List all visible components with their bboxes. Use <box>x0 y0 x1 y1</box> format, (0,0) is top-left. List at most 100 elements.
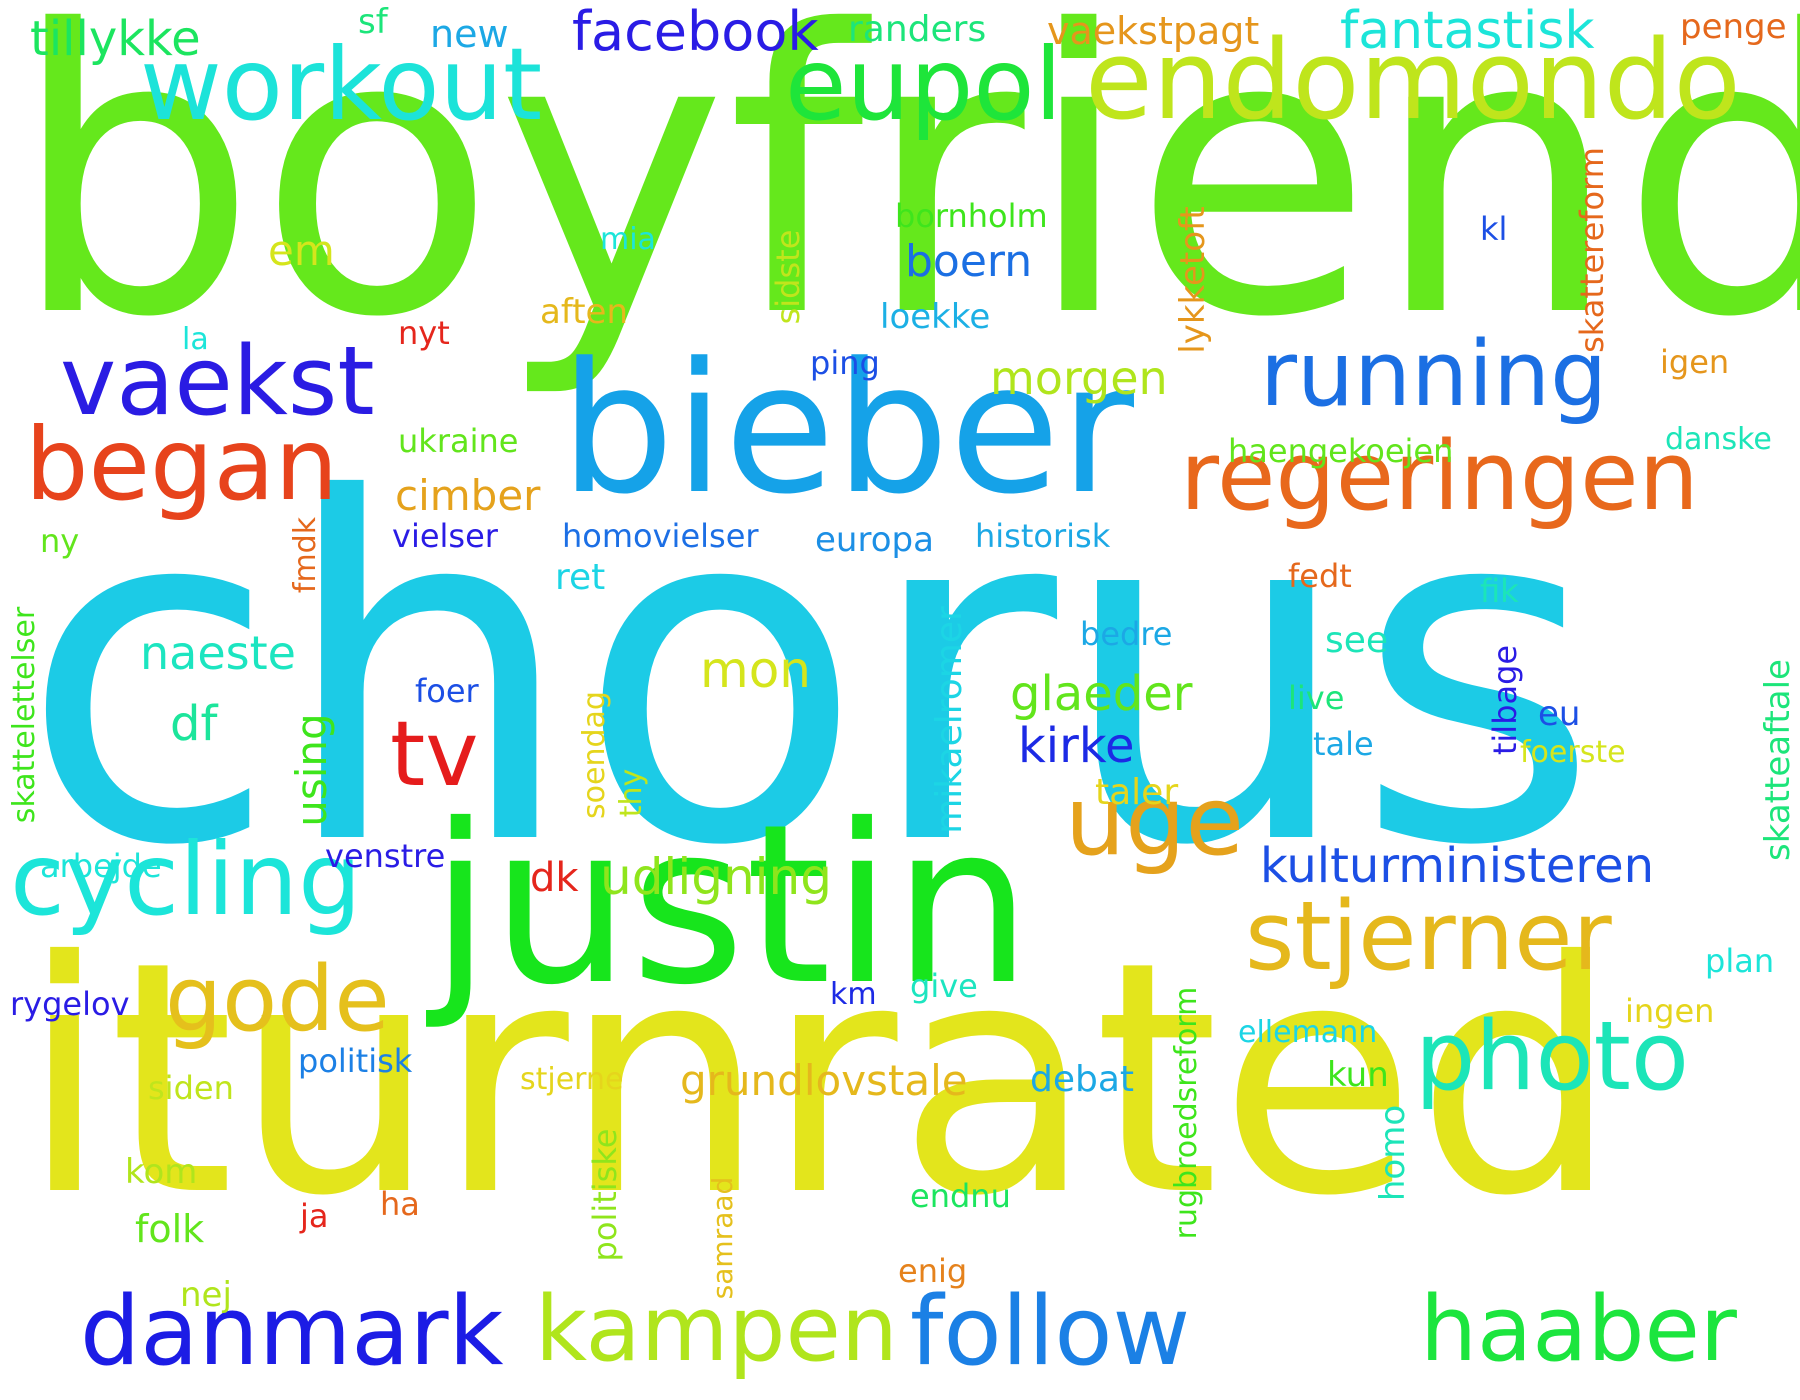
word-mikaelromer: mikaelromer <box>929 606 970 834</box>
word-fik: fik <box>1480 572 1519 610</box>
word-politiske: politiske <box>586 1128 624 1262</box>
word-udligning: udligning <box>600 848 832 906</box>
word-soendag: soendag <box>577 691 612 819</box>
word-plan: plan <box>1705 942 1775 980</box>
word-regeringen: regeringen <box>1180 422 1699 532</box>
word-ellemann: ellemann <box>1238 1015 1378 1050</box>
word-ha: ha <box>380 1185 420 1223</box>
word-homovielser: homovielser <box>562 517 759 555</box>
word-ret: ret <box>555 557 606 598</box>
word-dk: dk <box>530 855 579 901</box>
word-kom: kom <box>125 1152 198 1192</box>
word-eupol: eupol <box>785 26 1063 143</box>
word-naeste: naeste <box>140 626 296 680</box>
word-kulturministeren: kulturministeren <box>1260 838 1655 894</box>
word-df: df <box>170 696 218 752</box>
word-siden: siden <box>148 1069 234 1107</box>
word-bedre: bedre <box>1080 615 1173 653</box>
word-gode: gode <box>165 947 390 1052</box>
word-ukraine: ukraine <box>398 422 519 460</box>
word-bornholm: bornholm <box>895 197 1048 235</box>
word-historisk: historisk <box>975 517 1111 555</box>
word-sf: sf <box>358 2 388 42</box>
word-tilbage: tilbage <box>1486 644 1524 756</box>
word-skattelettelser: skattelettelser <box>7 606 42 824</box>
word-rygelov: rygelov <box>10 985 130 1023</box>
word-ingen: ingen <box>1625 992 1715 1030</box>
word-danmark: danmark <box>80 1277 504 1387</box>
word-enig: enig <box>898 1252 968 1290</box>
word-penge: penge <box>1680 7 1787 47</box>
word-new: new <box>430 12 509 56</box>
word-arbejde: arbejde <box>40 847 162 885</box>
word-em: em <box>268 226 335 275</box>
word-fedt: fedt <box>1288 557 1352 595</box>
word-bieber: bieber <box>560 325 1135 534</box>
word-live: live <box>1288 679 1345 717</box>
word-debat: debat <box>1030 1059 1135 1100</box>
word-tillykke: tillykke <box>30 11 201 67</box>
word-chorus: chorus <box>20 401 1600 948</box>
word-morgen: morgen <box>990 351 1168 405</box>
word-iturnrated: iturnrated <box>20 894 1620 1266</box>
word-follow: follow <box>910 1277 1191 1387</box>
word-foer: foer <box>415 672 479 710</box>
word-stjerne: stjerne <box>520 1062 624 1097</box>
word-endnu: endnu <box>910 1177 1011 1215</box>
word-venstre: venstre <box>325 837 446 875</box>
word-tale: tale <box>1313 725 1374 763</box>
word-haaber: haaber <box>1420 1277 1737 1382</box>
word-boern: boern <box>905 236 1033 287</box>
word-aften: aften <box>540 292 629 332</box>
word-running: running <box>1260 322 1608 427</box>
word-ny: ny <box>40 522 80 560</box>
word-kampen: kampen <box>535 1277 898 1382</box>
word-nyt: nyt <box>398 314 450 352</box>
word-using: using <box>287 713 336 827</box>
word-photo: photo <box>1415 1002 1690 1112</box>
word-vaekst: vaekst <box>60 327 375 437</box>
word-cimber: cimber <box>395 471 541 520</box>
word-danske: danske <box>1665 422 1772 457</box>
word-nej: nej <box>180 1275 232 1315</box>
word-give: give <box>910 967 978 1005</box>
word-began: began <box>25 406 339 523</box>
word-la: la <box>182 322 209 357</box>
word-sidste: sidste <box>769 229 807 325</box>
word-kirke: kirke <box>1018 718 1135 774</box>
word-samraad: samraad <box>706 1176 739 1300</box>
word-thy: thy <box>614 768 649 818</box>
word-endomondo: endomondo <box>1085 16 1741 144</box>
word-igen: igen <box>1660 343 1730 381</box>
word-km: km <box>830 977 877 1012</box>
word-fantastisk: fantastisk <box>1340 1 1595 61</box>
word-tv: tv <box>390 702 479 807</box>
word-glaeder: glaeder <box>1010 666 1193 722</box>
word-politisk: politisk <box>298 1042 413 1080</box>
word-randers: randers <box>848 9 987 50</box>
word-skatteaftale: skatteaftale <box>1758 659 1798 861</box>
word-mon: mon <box>700 641 811 699</box>
word-foerste: foerste <box>1520 735 1626 770</box>
word-kl: kl <box>1480 210 1508 248</box>
word-skattereform: skattereform <box>1573 147 1611 353</box>
word-vielser: vielser <box>392 517 498 555</box>
word-vaekstpagt: vaekstpagt <box>1047 9 1260 53</box>
word-europa: europa <box>815 520 934 560</box>
word-taler: taler <box>1095 772 1179 813</box>
word-justin: justin <box>430 777 1032 1033</box>
word-mia: mia <box>600 222 656 257</box>
word-folk: folk <box>135 1207 205 1251</box>
word-uge: uge <box>1065 767 1244 877</box>
word-workout: workout <box>140 26 543 143</box>
word-see: see <box>1325 620 1389 661</box>
word-lykketoft: lykketoft <box>1173 206 1213 354</box>
word-stjerner: stjerner <box>1245 882 1612 992</box>
word-ping: ping <box>810 344 880 382</box>
word-grundlovstale: grundlovstale <box>680 1056 968 1105</box>
word-eu: eu <box>1538 694 1581 734</box>
word-cycling: cycling <box>10 821 362 938</box>
word-haengekoejen: haengekoejen <box>1228 432 1454 470</box>
word-kun: kun <box>1327 1055 1389 1095</box>
